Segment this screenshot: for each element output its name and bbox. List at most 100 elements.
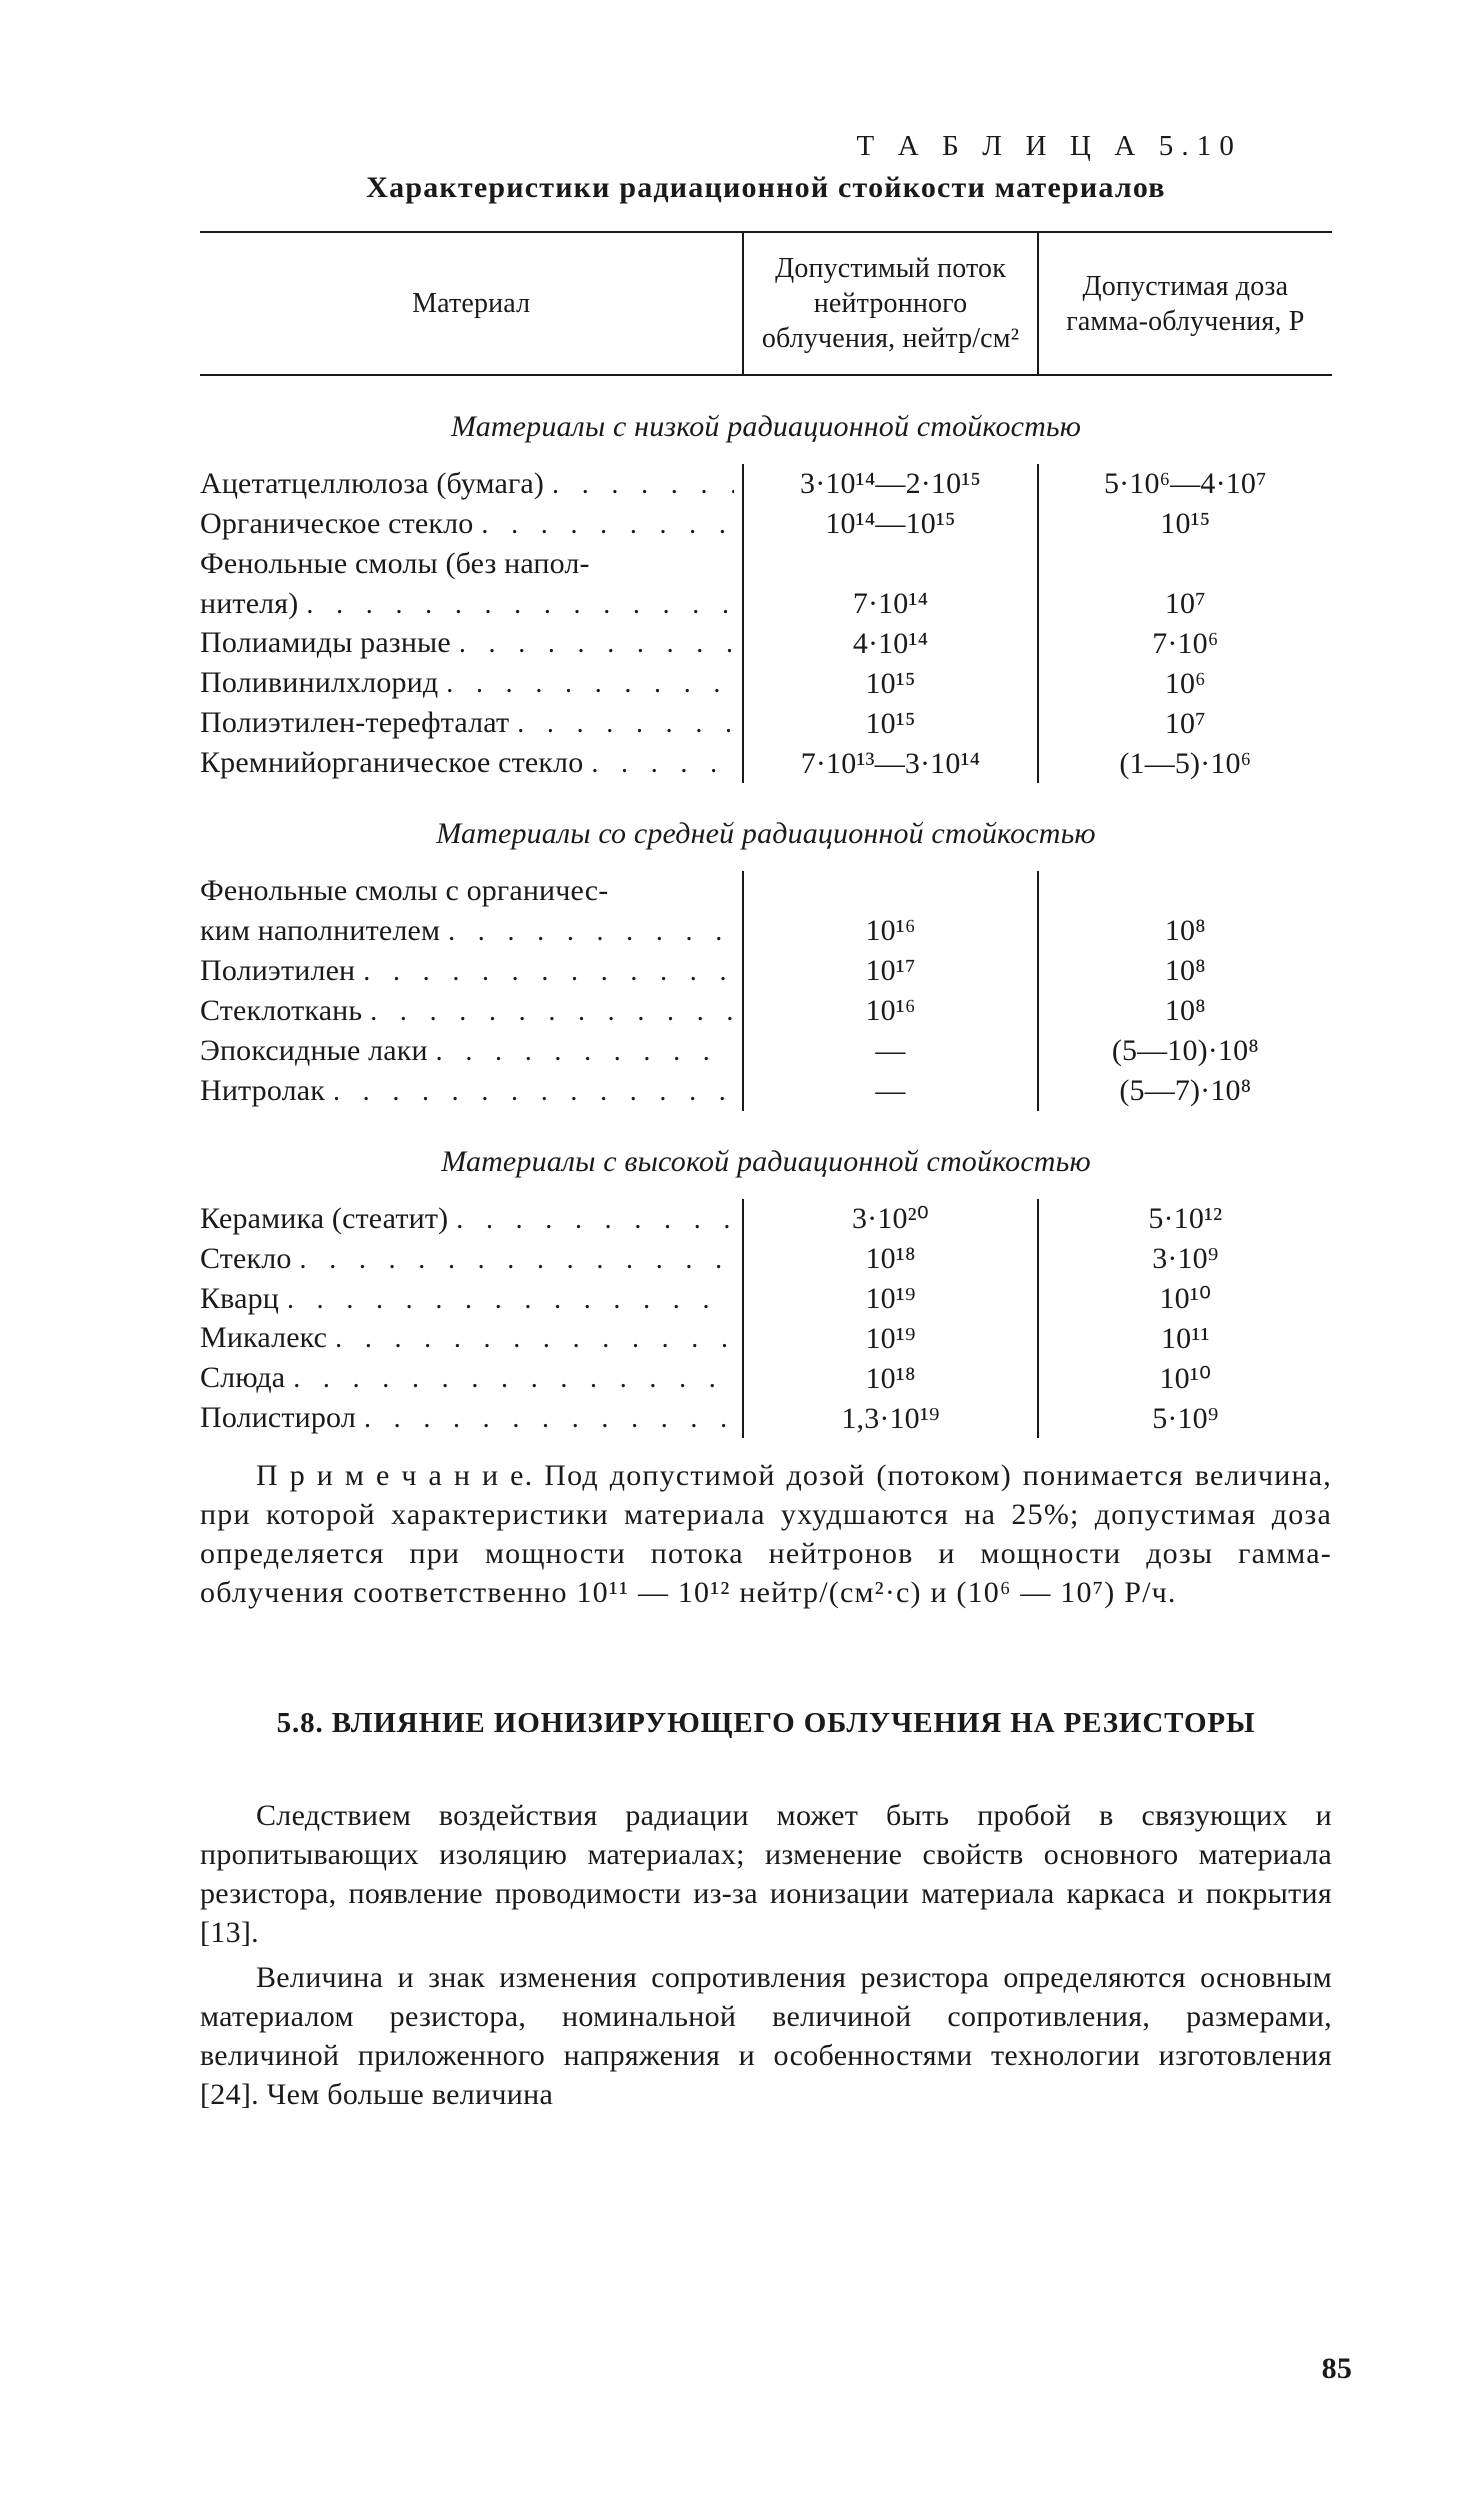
- material-name: Фенольные смолы (без напол-: [200, 544, 598, 584]
- gamma-dose-cell: 5·10⁶—4·10⁷: [1038, 464, 1332, 504]
- table-row: Полистирол. . . . . . . . . . . . . . . …: [200, 1398, 1332, 1438]
- gamma-dose-cell: (5—10)·10⁸: [1038, 1031, 1332, 1071]
- gamma-dose-cell: 10¹⁰: [1038, 1358, 1332, 1398]
- gamma-dose-cell: (5—7)·10⁸: [1038, 1071, 1332, 1111]
- table-row: Кварц. . . . . . . . . . . . . . . . . .…: [200, 1279, 1332, 1319]
- neutron-flux-cell: [743, 871, 1037, 911]
- material-cell: Керамика (стеатит). . . . . . . . . . . …: [200, 1199, 743, 1239]
- data-table: Ацетатцеллюлоза (бумага). . . . . . . . …: [200, 464, 1332, 783]
- leader-dots: . . . . . . . . . . . . . . . . . . . . …: [306, 587, 734, 624]
- table-row: Фенольные смолы с органичес-: [200, 871, 1332, 911]
- leader-dots: . . . . . . . . . . . . . . . . . . . . …: [370, 994, 734, 1031]
- gamma-dose-cell: 10¹⁵: [1038, 504, 1332, 544]
- table-row: нителя). . . . . . . . . . . . . . . . .…: [200, 584, 1332, 624]
- body-paragraph-2: Величина и знак изменения сопротивления …: [200, 1958, 1332, 2114]
- leader-dots: . . . . . . . . . . . . . . . . . . . . …: [363, 954, 734, 991]
- table-row: Слюда. . . . . . . . . . . . . . . . . .…: [200, 1358, 1332, 1398]
- material-cell: Полиэтилен-терефталат. . . . . . . . . .…: [200, 703, 743, 743]
- leader-dots: . . . . . . . . . . . . . . . . . . . . …: [459, 626, 735, 663]
- neutron-flux-cell: 10¹⁹: [743, 1318, 1037, 1358]
- table-row: Поливинилхлорид. . . . . . . . . . . . .…: [200, 663, 1332, 703]
- material-cell: Поливинилхлорид. . . . . . . . . . . . .…: [200, 663, 743, 703]
- table-note: П р и м е ч а н и е. Под допустимой дозо…: [200, 1456, 1332, 1612]
- gamma-dose-cell: [1038, 544, 1332, 584]
- material-name: Нитролак: [200, 1071, 333, 1111]
- material-cell: Кремнийорганическое стекло. . . . . . . …: [200, 743, 743, 783]
- material-name: Полиамиды разные: [200, 623, 459, 663]
- column-neutron-flux: Допустимый поток нейтрон­ного облучения,…: [743, 232, 1037, 375]
- material-cell: Нитролак. . . . . . . . . . . . . . . . …: [200, 1071, 743, 1111]
- table-section-heading: Материалы с высокой радиационной стойкос…: [200, 1145, 1332, 1179]
- gamma-dose-cell: 10⁸: [1038, 951, 1332, 991]
- material-name: Кварц: [200, 1279, 287, 1319]
- leader-dots: . . . . . . . . . . . . . . . . . . . . …: [456, 1202, 734, 1239]
- table-title: Характеристики радиационной стойкости ма…: [200, 171, 1332, 205]
- table-row: Фенольные смолы (без напол-: [200, 544, 1332, 584]
- table-row: Полиэтилен-терефталат. . . . . . . . . .…: [200, 703, 1332, 743]
- gamma-dose-cell: (1—5)·10⁶: [1038, 743, 1332, 783]
- neutron-flux-cell: 10¹⁵: [743, 703, 1037, 743]
- material-cell: Органическое стекло. . . . . . . . . . .…: [200, 504, 743, 544]
- gamma-dose-cell: 10⁷: [1038, 703, 1332, 743]
- leader-dots: . . . . . . . . . . . . . . . . . . . . …: [364, 1401, 734, 1438]
- table-row: Кремнийорганическое стекло. . . . . . . …: [200, 743, 1332, 783]
- leader-dots: . . . . . . . . . . . . . . . . . . . . …: [448, 914, 734, 951]
- data-table: Керамика (стеатит). . . . . . . . . . . …: [200, 1199, 1332, 1439]
- material-name: Полиэтилен: [200, 951, 363, 991]
- material-cell: Полиэтилен. . . . . . . . . . . . . . . …: [200, 951, 743, 991]
- material-name: Полистирол: [200, 1398, 364, 1438]
- gamma-dose-cell: 10⁶: [1038, 663, 1332, 703]
- column-gamma-dose: Допустимая доза гамма-облуче­ния, Р: [1038, 232, 1332, 375]
- material-cell: Ацетатцеллюлоза (бумага). . . . . . . . …: [200, 464, 743, 504]
- neutron-flux-cell: 10¹⁷: [743, 951, 1037, 991]
- table-header: Материал Допустимый поток нейтрон­ного о…: [200, 231, 1332, 376]
- material-name: ким наполнителем: [200, 911, 448, 951]
- material-name: Эпоксидные лаки: [200, 1031, 436, 1071]
- neutron-flux-cell: 10¹⁴—10¹⁵: [743, 504, 1037, 544]
- leader-dots: . . . . . . . . . . . . . . . . . . . . …: [335, 1321, 734, 1358]
- gamma-dose-cell: 5·10¹²: [1038, 1199, 1332, 1239]
- material-name: Слюда: [200, 1358, 293, 1398]
- gamma-dose-cell: 10⁷: [1038, 584, 1332, 624]
- neutron-flux-cell: —: [743, 1031, 1037, 1071]
- material-cell: Полистирол. . . . . . . . . . . . . . . …: [200, 1398, 743, 1438]
- gamma-dose-cell: 10¹¹: [1038, 1318, 1332, 1358]
- table-row: ким наполнителем. . . . . . . . . . . . …: [200, 911, 1332, 951]
- neutron-flux-cell: [743, 544, 1037, 584]
- material-name: Полиэтилен-терефталат: [200, 703, 517, 743]
- neutron-flux-cell: 10¹⁵: [743, 663, 1037, 703]
- leader-dots: . . . . . . . . . . . . . . . . . . . . …: [552, 467, 734, 504]
- gamma-dose-cell: 5·10⁹: [1038, 1398, 1332, 1438]
- body-paragraph-1: Следствием воздействия радиации может бы…: [200, 1796, 1332, 1952]
- table-row: Ацетатцеллюлоза (бумага). . . . . . . . …: [200, 464, 1332, 504]
- table-number: Т А Б Л И Ц А 5.10: [200, 130, 1332, 163]
- gamma-dose-cell: 10¹⁰: [1038, 1279, 1332, 1319]
- leader-dots: . . . . . . . . . . . . . . . . . . . . …: [517, 706, 734, 743]
- table-row: Микалекс. . . . . . . . . . . . . . . . …: [200, 1318, 1332, 1358]
- table-row: Нитролак. . . . . . . . . . . . . . . . …: [200, 1071, 1332, 1111]
- gamma-dose-cell: 7·10⁶: [1038, 623, 1332, 663]
- section-heading-5-8: 5.8. ВЛИЯНИЕ ИОНИЗИРУЮЩЕГО ОБЛУЧЕНИЯ НА …: [200, 1702, 1332, 1746]
- neutron-flux-cell: —: [743, 1071, 1037, 1111]
- table-row: Полиамиды разные. . . . . . . . . . . . …: [200, 623, 1332, 663]
- neutron-flux-cell: 10¹⁸: [743, 1358, 1037, 1398]
- data-table: Фенольные смолы с органичес- ким наполни…: [200, 871, 1332, 1110]
- material-name: Микалекс: [200, 1318, 335, 1358]
- table-row: Керамика (стеатит). . . . . . . . . . . …: [200, 1199, 1332, 1239]
- table-row: Эпоксидные лаки. . . . . . . . . . . . .…: [200, 1031, 1332, 1071]
- gamma-dose-cell: 10⁸: [1038, 911, 1332, 951]
- table-row: Стекло. . . . . . . . . . . . . . . . . …: [200, 1239, 1332, 1279]
- table-row: Полиэтилен. . . . . . . . . . . . . . . …: [200, 951, 1332, 991]
- material-cell: Фенольные смолы с органичес-: [200, 871, 743, 911]
- page-number: 85: [1322, 2352, 1352, 2386]
- table-section-heading: Материалы с низкой радиационной стойкост…: [200, 410, 1332, 444]
- material-name: Кремнийорганическое стекло: [200, 743, 591, 783]
- material-name: Стекло: [200, 1239, 300, 1279]
- gamma-dose-cell: [1038, 871, 1332, 911]
- material-cell: Стекло. . . . . . . . . . . . . . . . . …: [200, 1239, 743, 1279]
- material-cell: Фенольные смолы (без напол-: [200, 544, 743, 584]
- leader-dots: . . . . . . . . . . . . . . . . . . . . …: [591, 746, 734, 783]
- material-cell: Кварц. . . . . . . . . . . . . . . . . .…: [200, 1279, 743, 1319]
- material-cell: Слюда. . . . . . . . . . . . . . . . . .…: [200, 1358, 743, 1398]
- material-name: Керамика (стеатит): [200, 1199, 456, 1239]
